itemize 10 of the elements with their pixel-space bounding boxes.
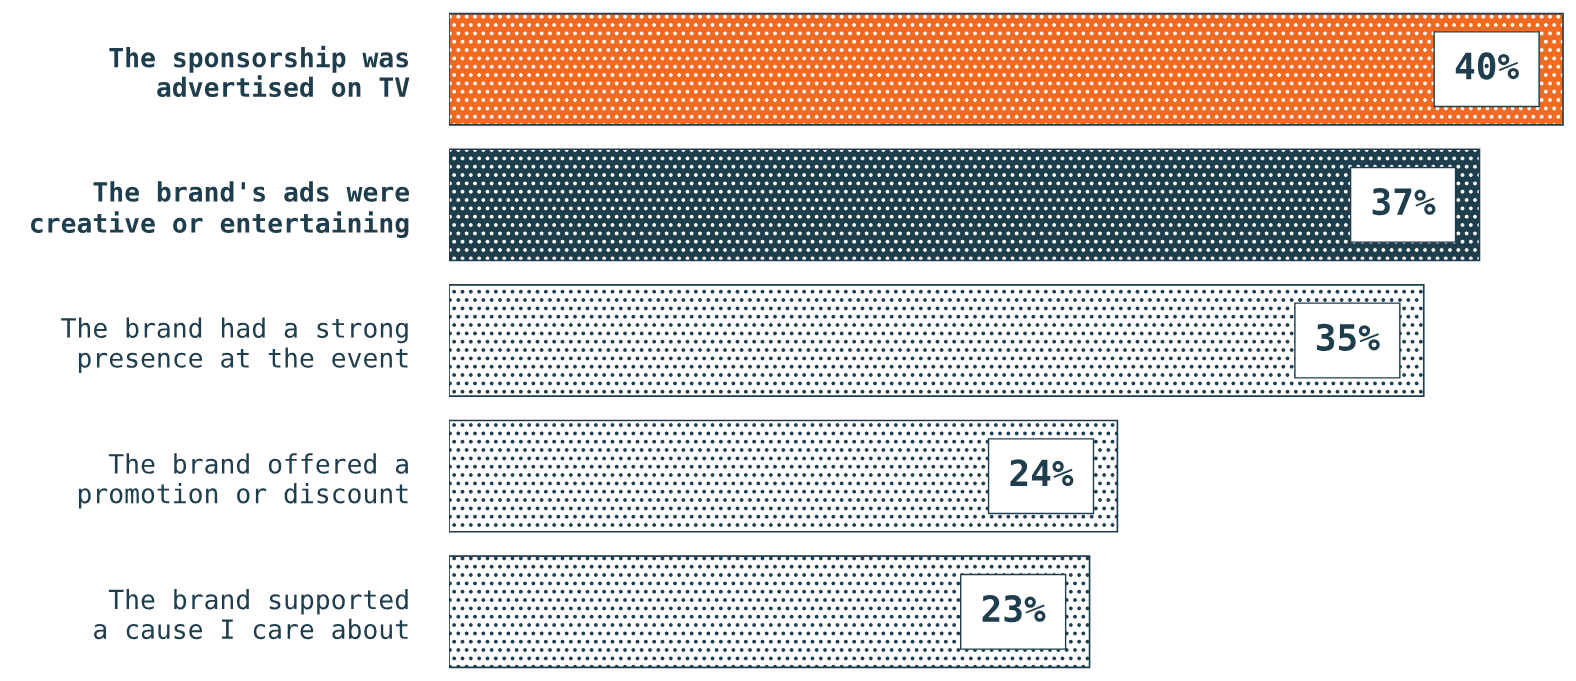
y-tick-label: The sponsorship was advertised on TV [109, 45, 410, 98]
y-tick-label: The brand had a strong presence at the event [61, 317, 408, 373]
data-label: 35% [1316, 323, 1380, 351]
y-tick-label: The brand's ads were creative or entertaining [30, 181, 410, 239]
y-tick-label: The brand supported a cause I care about [94, 589, 408, 640]
data-label: 23% [982, 594, 1046, 623]
data-label: 40% [1455, 52, 1519, 80]
y-tick-label: The brand offered a promotion or discount [78, 453, 408, 509]
data-label: 24% [1010, 459, 1074, 487]
data-label: 37% [1372, 188, 1436, 216]
